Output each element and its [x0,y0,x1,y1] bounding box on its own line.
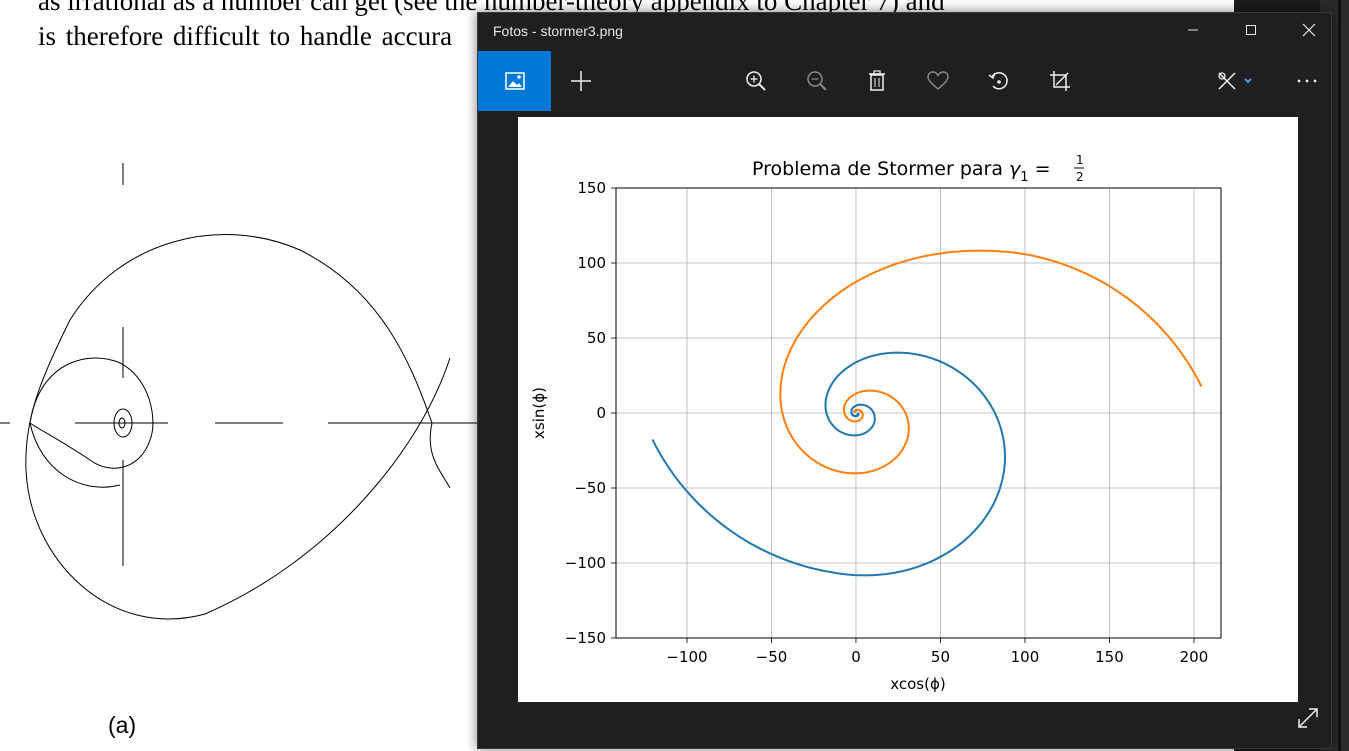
close-button[interactable] [1281,13,1337,51]
window-title: Fotos - stormer3.png [493,23,623,39]
chart-ylabel: xsin(ϕ) [530,387,548,439]
image-view-button[interactable] [478,51,551,111]
figure-caption: (a) [108,712,137,738]
delete-icon [867,70,887,92]
add-button[interactable] [554,51,608,111]
chart-xlabel: xcos(ϕ) [890,675,945,693]
zoom-in-button[interactable] [729,51,783,111]
chart-title-fraction-denominator: 2 [1076,170,1084,184]
y-tick-label: −50 [574,479,606,497]
x-tick-label: 50 [931,648,950,666]
close-icon [1302,23,1316,42]
rotate-button[interactable] [972,51,1026,111]
edit-icon [1216,70,1256,92]
more-button[interactable] [1282,51,1332,111]
series-line-2 [779,249,1203,475]
chart-grid [616,187,1221,639]
document-figure [0,163,480,620]
crop-button[interactable] [1033,51,1087,111]
maximize-icon [1245,23,1257,41]
x-tick-label: −100 [666,648,707,666]
favorite-button[interactable] [911,51,965,111]
minimize-icon [1187,23,1199,41]
y-tick-label: 0 [596,404,606,422]
add-icon [570,70,592,92]
x-tick-label: 100 [1011,648,1040,666]
chart-title-fraction-numerator: 1 [1076,153,1084,167]
image-view-icon [504,72,525,90]
zoom-in-icon [745,70,767,92]
maximize-button[interactable] [1223,13,1279,51]
zoom-out-button[interactable] [790,51,844,111]
minimize-button[interactable] [1165,13,1221,51]
document-text-line-2: is therefore difficult to handle accura [38,21,453,51]
edit-button[interactable] [1206,51,1266,111]
crop-icon [1049,70,1071,92]
more-icon [1296,78,1318,84]
series-line-1 [651,351,1007,577]
y-tick-label: 100 [577,254,606,272]
rotate-icon [988,70,1010,92]
chart: −100 −50 0 50 100 150 200−150−100−50050100150 … [530,153,1222,693]
chart-title: Problema de Stormer para γ1 = [752,158,1051,185]
x-tick-label: 150 [1095,648,1124,666]
toolbar [478,51,1331,111]
image-viewer[interactable]: −100 −50 0 50 100 150 200 −150 −100 −50 0 50 100 150 … [518,117,1298,702]
y-tick-label: −150 [565,629,606,647]
expand-icon [1296,706,1320,735]
chart-ticks: −100 −50 0 50 100 150 200 −150 −100 −50 0 50 100 150 [565,179,1208,666]
y-tick-label: 150 [577,179,606,197]
x-tick-label: 200 [1180,648,1209,666]
y-tick-label: −100 [565,554,606,572]
delete-button[interactable] [850,51,904,111]
fullscreen-button[interactable] [1293,705,1323,735]
chart-series-layer [651,249,1203,577]
y-tick-label: 50 [587,329,606,347]
favorite-icon [927,71,949,91]
x-tick-label: −50 [756,648,788,666]
photos-window: Fotos - stormer3.png [477,12,1332,749]
x-tick-label: 0 [851,648,861,666]
title-bar: Fotos - stormer3.png [478,13,1331,51]
zoom-out-icon [806,70,828,92]
